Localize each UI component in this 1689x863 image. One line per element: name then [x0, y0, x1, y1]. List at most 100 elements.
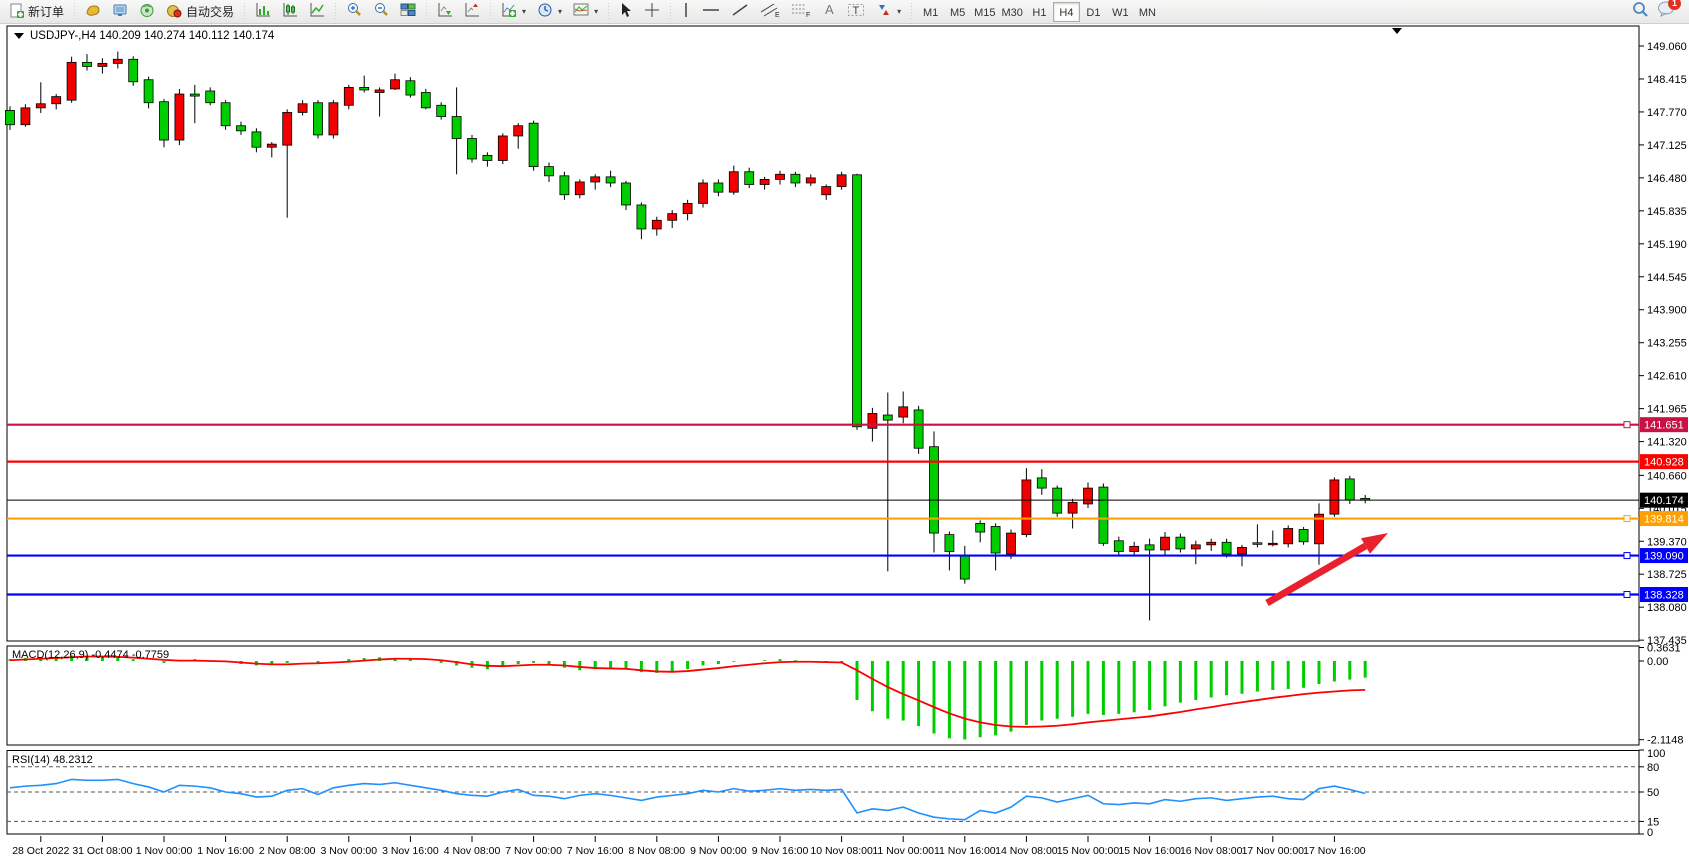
channel-tool-button[interactable]: E [755, 1, 785, 22]
svg-text:14 Nov 08:00: 14 Nov 08:00 [995, 845, 1058, 857]
notification-badge: 1 [1668, 0, 1681, 10]
svg-text:143.255: 143.255 [1647, 338, 1687, 350]
svg-text:2 Nov 08:00: 2 Nov 08:00 [259, 845, 316, 857]
text-tool-button[interactable]: A [817, 1, 841, 22]
timeframe-M30[interactable]: M30 [999, 2, 1026, 22]
zoom-out-icon [373, 2, 389, 21]
separator [424, 2, 430, 21]
toolbar: 新订单 自动交易 [0, 0, 1689, 24]
timeframe-M5[interactable]: M5 [944, 2, 971, 22]
timeframes-menu-button[interactable]: ▾ [532, 1, 567, 22]
trend-arrow-annotation[interactable] [1265, 533, 1388, 607]
candlestick-mode-button[interactable] [277, 1, 303, 22]
auto-trading-button[interactable]: 自动交易 [161, 1, 239, 22]
tile-windows-button[interactable] [395, 1, 421, 22]
rsi-label: RSI(14) 48.2312 [12, 754, 93, 766]
svg-text:E: E [775, 12, 780, 18]
svg-text:1 Nov 16:00: 1 Nov 16:00 [197, 845, 254, 857]
bar-chart-icon [255, 2, 271, 21]
svg-text:146.480: 146.480 [1647, 173, 1687, 185]
virtual-hosting-button[interactable] [107, 1, 133, 22]
chart-shift-button[interactable] [459, 1, 485, 22]
separator [333, 2, 339, 21]
timeframe-MN[interactable]: MN [1134, 2, 1161, 22]
svg-text:80: 80 [1647, 762, 1659, 774]
arrows-tool-button[interactable]: ▾ [871, 1, 906, 22]
svg-text:148.415: 148.415 [1647, 74, 1687, 86]
svg-text:8 Nov 08:00: 8 Nov 08:00 [628, 845, 685, 857]
price-axis: 149.060 148.415 147.770 147.125 146.480 145.8… [1639, 41, 1687, 647]
zoom-in-icon [346, 2, 362, 21]
price-levels[interactable]: 141.651 140.928 140.174 139.814 139.090 138.3… [7, 417, 1688, 603]
tile-windows-icon [400, 2, 416, 21]
svg-text:140.928: 140.928 [1644, 457, 1684, 469]
timeframe-H1[interactable]: H1 [1026, 2, 1053, 22]
vertical-line-tool-button[interactable] [676, 1, 696, 22]
timeframe-H4[interactable]: H4 [1052, 1, 1080, 22]
label-tool-button[interactable]: T [842, 1, 870, 22]
separator [909, 2, 915, 21]
timeframe-W1[interactable]: W1 [1107, 2, 1134, 22]
timeframes-caret-icon: ▾ [558, 7, 563, 16]
svg-text:A: A [825, 2, 834, 17]
fibonacci-tool-button[interactable]: F [786, 1, 816, 22]
chart-canvas[interactable]: 149.060 148.415 147.770 147.125 146.480 145.8… [0, 24, 1689, 863]
svg-text:15 Nov 00:00: 15 Nov 00:00 [1057, 845, 1120, 857]
svg-text:140.660: 140.660 [1647, 470, 1687, 482]
chart-shift-marker[interactable] [1392, 28, 1402, 34]
svg-text:0.00: 0.00 [1647, 656, 1668, 668]
timeframe-D1[interactable]: D1 [1080, 2, 1107, 22]
horizontal-line-tool-button[interactable] [697, 1, 725, 22]
svg-text:145.835: 145.835 [1647, 206, 1687, 218]
new-order-button[interactable]: 新订单 [4, 1, 69, 22]
svg-text:141.965: 141.965 [1647, 404, 1687, 416]
auto-scroll-icon [437, 2, 453, 21]
horizontal-line-icon [702, 2, 720, 21]
signals-icon [139, 3, 155, 21]
templates-caret-icon: ▾ [594, 7, 599, 16]
svg-text:31 Oct 08:00: 31 Oct 08:00 [72, 845, 132, 857]
svg-text:100: 100 [1647, 748, 1665, 760]
macd-signal-line [9, 655, 1366, 728]
virtual-hosting-icon [112, 3, 128, 21]
market-button[interactable] [80, 1, 106, 22]
channel-icon: E [760, 2, 780, 21]
notifications-button[interactable]: 1 [1657, 0, 1681, 22]
search-icon[interactable] [1632, 1, 1649, 23]
bar-chart-mode-button[interactable] [250, 1, 276, 22]
zoom-out-button[interactable] [368, 1, 394, 22]
svg-text:140.174: 140.174 [1644, 495, 1684, 507]
trendline-tool-button[interactable] [726, 1, 754, 22]
svg-text:17 Nov 16:00: 17 Nov 16:00 [1303, 845, 1366, 857]
svg-text:9 Nov 16:00: 9 Nov 16:00 [752, 845, 809, 857]
svg-text:15: 15 [1647, 816, 1659, 828]
svg-text:50: 50 [1647, 787, 1659, 799]
svg-text:139.370: 139.370 [1647, 536, 1687, 548]
indicators-button[interactable]: ▾ [496, 1, 531, 22]
chart-title: USDJPY-,H4 140.209 140.274 140.112 140.1… [14, 30, 275, 42]
separator [488, 2, 494, 21]
crosshair-tool-button[interactable] [639, 1, 665, 22]
cursor-tool-button[interactable] [614, 1, 638, 22]
label-tool-icon: T [847, 2, 865, 21]
zoom-in-button[interactable] [341, 1, 367, 22]
line-chart-mode-button[interactable] [304, 1, 330, 22]
signals-button[interactable] [134, 1, 160, 22]
timeframe-M1[interactable]: M1 [917, 2, 944, 22]
svg-text:USDJPY-,H4 140.209 140.274 14: USDJPY-,H4 140.209 140.274 140.112 140.1… [30, 30, 275, 42]
templates-button[interactable]: ▾ [568, 1, 603, 22]
toolbar-right: 1 [1632, 0, 1685, 23]
separator [242, 2, 248, 21]
svg-text:10 Nov 08:00: 10 Nov 08:00 [810, 845, 873, 857]
auto-trading-label: 自动交易 [186, 5, 235, 19]
auto-scroll-button[interactable] [432, 1, 458, 22]
svg-text:139.090: 139.090 [1644, 551, 1684, 563]
timeframe-M15[interactable]: M15 [971, 2, 998, 22]
timeframe-group: M1 M5 M15 M30 H1 H4 D1 W1 MN [917, 1, 1161, 22]
market-icon [85, 3, 101, 21]
separator [606, 2, 612, 21]
svg-text:141.651: 141.651 [1644, 420, 1684, 432]
fibonacci-icon: F [791, 2, 811, 21]
svg-text:0.3631: 0.3631 [1647, 642, 1681, 654]
